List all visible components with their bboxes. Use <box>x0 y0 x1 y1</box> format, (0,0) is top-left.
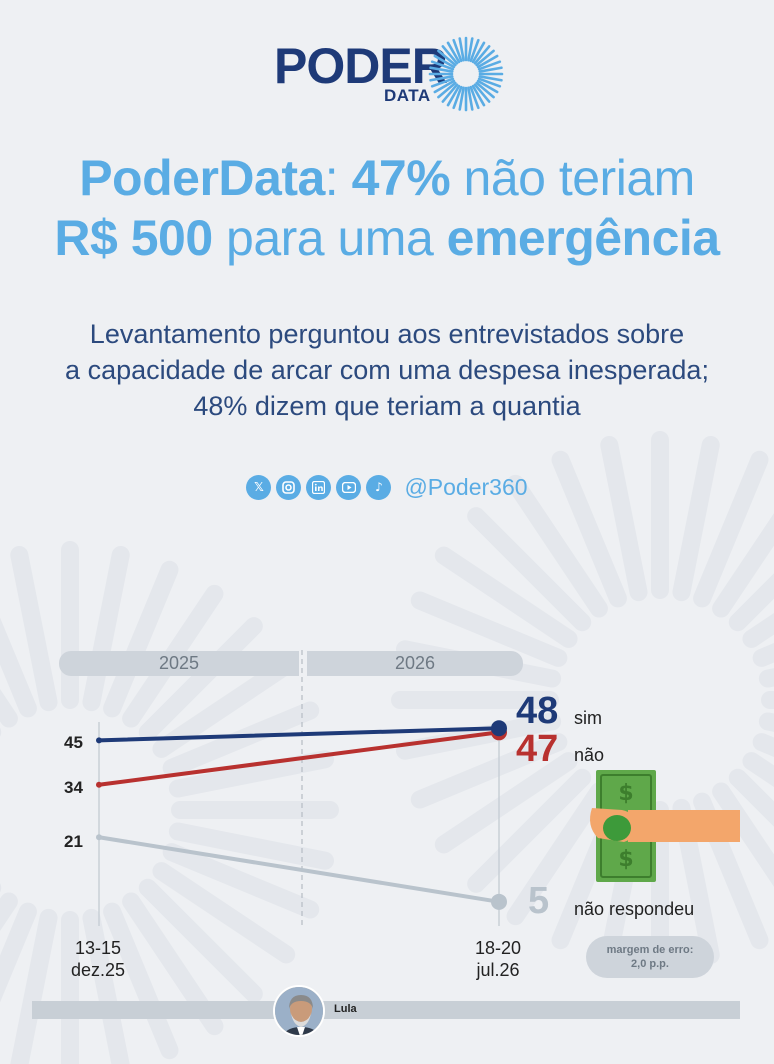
end-value-nao-respondeu: 5 <box>528 880 550 922</box>
headline-segment: PoderData <box>79 150 325 206</box>
headline: PoderData: 47% não teriam R$ 500 para um… <box>0 148 774 268</box>
point-start-sim <box>96 737 102 744</box>
end-value-nao: 47 <box>516 728 559 770</box>
end-value-sim: 48 <box>516 690 559 732</box>
instagram-icon[interactable] <box>276 474 302 500</box>
series-line-sim <box>97 726 501 743</box>
subheadline-line-2: a capacidade de arcar com uma despesa in… <box>65 355 709 385</box>
series-label-nao: não <box>574 745 605 765</box>
point-end-nao-respondeu <box>491 893 507 910</box>
lula-avatar <box>273 985 325 1037</box>
linkedin-icon[interactable] <box>306 474 332 500</box>
svg-text:$: $ <box>618 781 633 806</box>
logo-subtitle: DATA <box>384 86 431 105</box>
x-tick-last-line1: 18-20 <box>474 938 522 958</box>
x-tick-last-line2: jul.26 <box>476 960 520 980</box>
x-tick-label-last: 18-20 jul.26 <box>458 937 538 981</box>
poderdata-logo: PODER DATA <box>272 36 504 112</box>
point-start-nao <box>96 781 102 788</box>
start-value-sim: 45 <box>64 733 83 752</box>
series-label-nao-respondeu: não respondeu <box>574 899 695 919</box>
svg-text:$: $ <box>618 847 633 872</box>
x-icon[interactable]: 𝕏 <box>246 474 272 500</box>
subheadline: Levantamento perguntou aos entrevistados… <box>0 316 774 424</box>
sunburst-logo-icon <box>428 36 504 112</box>
money-hand-icon: $ $ <box>590 770 740 882</box>
tiktok-icon[interactable]: ♪ <box>366 474 392 500</box>
social-links: 𝕏 ♪ @Poder360 <box>0 472 774 502</box>
headline-segment: : <box>324 150 352 206</box>
youtube-icon[interactable] <box>336 474 362 500</box>
margin-of-error-line2: 2,0 p.p. <box>631 958 669 970</box>
headline-segment: não teriam <box>450 150 696 206</box>
headline-segment: emergência <box>446 210 720 266</box>
point-end-sim <box>491 720 507 737</box>
subheadline-line-3: 48% dizem que teriam a quantia <box>193 391 581 421</box>
year-label-2025: 2025 <box>59 651 299 676</box>
headline-line-2: R$ 500 para uma emergência <box>0 208 774 268</box>
subheadline-line-1: Levantamento perguntou aos entrevistados… <box>89 319 685 349</box>
logo-wordmark: PODER <box>274 38 448 94</box>
social-handle[interactable]: @Poder360 <box>404 473 528 500</box>
president-term-bar <box>32 1001 740 1019</box>
x-tick-label-first: 13-15 dez.25 <box>58 937 138 981</box>
margin-of-error-line1: margem de erro: <box>606 944 694 956</box>
series-label-sim: sim <box>574 708 602 728</box>
series-line-nao <box>97 730 501 787</box>
year-label-2026: 2026 <box>307 651 523 676</box>
point-start-nao-respondeu <box>96 834 102 841</box>
x-tick-first-line1: 13-15 <box>74 938 122 958</box>
series-line-nao-respondeu <box>97 835 501 904</box>
headline-line-1: PoderData: 47% não teriam <box>0 148 774 208</box>
start-value-nao: 34 <box>64 778 83 797</box>
headline-segment: R$ 500 <box>54 210 213 266</box>
x-tick-first-line2: dez.25 <box>70 960 126 980</box>
headline-segment: para uma <box>212 210 447 266</box>
lula-label: Lula <box>334 1003 357 1015</box>
start-value-nao-respondeu: 21 <box>64 832 83 851</box>
headline-segment: 47% <box>351 150 451 206</box>
margin-of-error-badge: margem de erro: 2,0 p.p. <box>586 936 714 978</box>
